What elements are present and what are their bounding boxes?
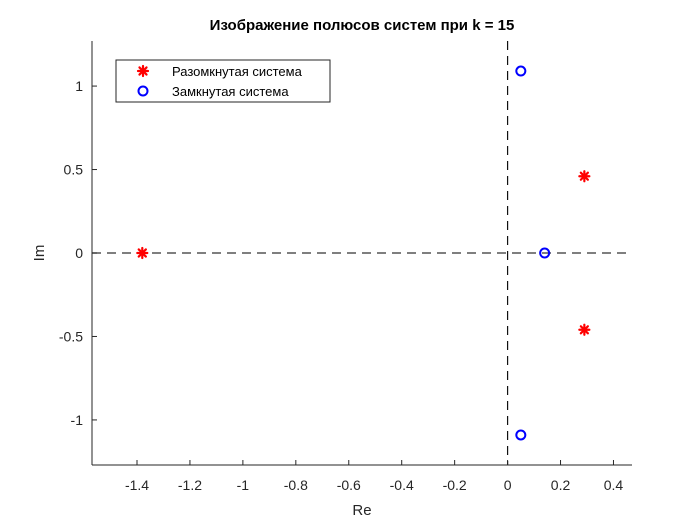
series-closed-loop-poles — [515, 65, 551, 441]
asterisk-core — [582, 327, 587, 332]
x-axis-label: Re — [352, 502, 371, 519]
asterisk-core — [582, 174, 587, 179]
legend-entry-closed-loop: Замкнутая система — [137, 84, 289, 99]
x-tick-label: -0.2 — [443, 477, 467, 493]
x-tick-label: -1 — [237, 477, 250, 493]
open-loop-pole-point — [578, 323, 591, 336]
x-tick-label: 0 — [504, 477, 512, 493]
open-loop-pole-point — [136, 246, 149, 260]
legend: Разомкнутая система Замкнутая система — [115, 59, 331, 103]
y-tick-label: 0.5 — [64, 162, 84, 178]
legend-asterisk-glyph — [136, 64, 150, 78]
series-open-loop-poles — [136, 170, 591, 336]
y-tick-label: -0.5 — [59, 328, 83, 344]
y-tick-label: 0 — [75, 245, 83, 261]
zero-lines — [92, 41, 632, 465]
x-tick-label: -0.4 — [390, 477, 414, 493]
x-tick-label: -0.8 — [284, 477, 308, 493]
open-loop-pole-point — [578, 170, 591, 183]
x-tick-label: -0.6 — [337, 477, 361, 493]
closed-loop-pole-point — [539, 247, 551, 259]
legend-asterisk-marker — [136, 64, 150, 78]
y-axis-ticks: -1 -0.5 0 0.5 1 — [59, 78, 97, 428]
y-tick-label: -1 — [71, 412, 84, 428]
x-tick-label: -1.2 — [178, 477, 202, 493]
asterisk-core — [140, 250, 145, 256]
legend-entry-open-loop: Разомкнутая система — [136, 64, 303, 79]
legend-box — [115, 59, 331, 103]
legend-label-closed-loop: Замкнутая система — [172, 84, 289, 99]
series-layer — [136, 65, 591, 441]
legend-circle-marker — [137, 85, 149, 97]
x-tick-label: 0.4 — [604, 477, 624, 493]
closed-loop-pole-point — [515, 65, 527, 77]
asterisk-core — [140, 68, 146, 74]
legend-label-open-loop: Разомкнутая система — [172, 64, 303, 79]
x-tick-label: -1.4 — [125, 477, 149, 493]
legend-circle-glyph — [137, 85, 149, 97]
y-tick-label: 1 — [75, 78, 83, 94]
y-axis-label: Im — [31, 245, 48, 262]
closed-loop-pole-point — [515, 429, 527, 441]
x-axis-ticks: -1.4 -1.2 -1 -0.8 -0.6 -0.4 -0.2 0 0.2 0.4 — [125, 460, 623, 493]
chart-title: Изображение полюсов систем при k = 15 — [210, 17, 515, 34]
x-tick-label: 0.2 — [551, 477, 571, 493]
